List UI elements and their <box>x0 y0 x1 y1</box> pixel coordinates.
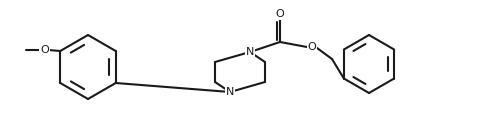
Text: O: O <box>308 42 316 52</box>
Text: N: N <box>226 87 234 97</box>
Text: N: N <box>246 47 254 57</box>
Text: O: O <box>40 45 49 55</box>
Text: O: O <box>276 9 284 19</box>
